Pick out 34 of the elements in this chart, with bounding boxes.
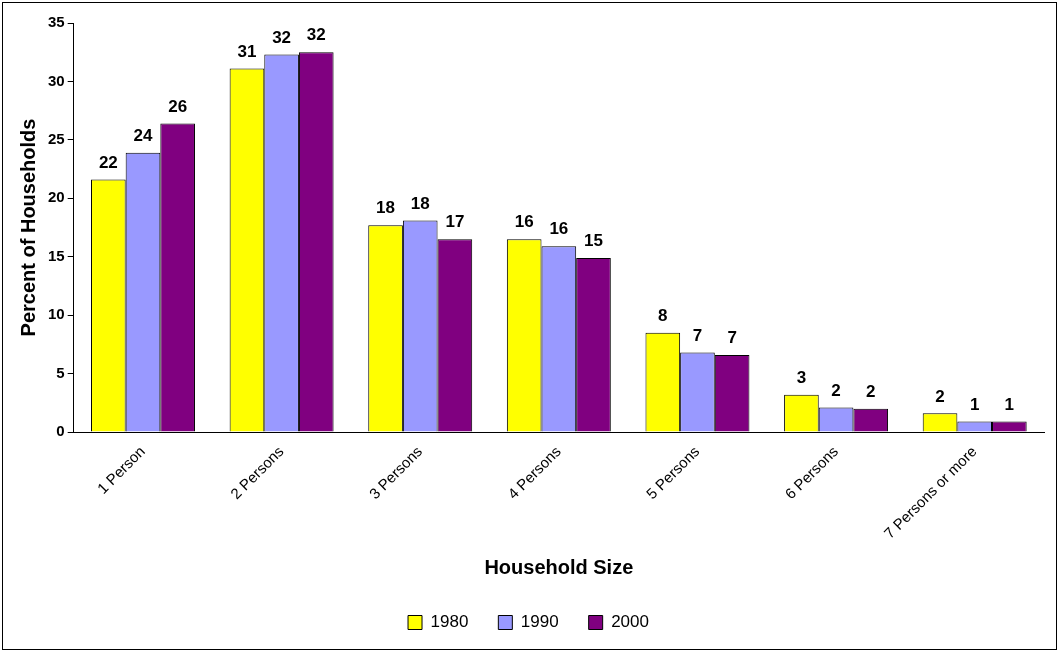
- y-tick-label: 25: [48, 130, 65, 148]
- data-label: 16: [549, 219, 569, 239]
- y-tick-label: 30: [48, 71, 65, 89]
- data-label: 7: [692, 325, 703, 345]
- data-label: 3: [796, 367, 807, 387]
- data-label: 2: [831, 380, 841, 400]
- data-label: 32: [306, 25, 326, 45]
- data-label: 2: [865, 381, 876, 401]
- data-label: 18: [376, 198, 396, 218]
- y-tick-label: 10: [48, 305, 65, 323]
- y-tick-label: 0: [56, 422, 65, 440]
- data-label: 1: [969, 394, 980, 414]
- y-axis-title: Percent of Households: [16, 118, 39, 337]
- data-label: 1: [1004, 394, 1015, 414]
- data-label: 7: [727, 328, 737, 348]
- data-label: 18: [410, 193, 430, 213]
- data-label: 26: [168, 96, 188, 116]
- y-tick-label: 5: [56, 363, 65, 381]
- data-label: 17: [445, 212, 465, 232]
- legend-label: 1980: [430, 612, 469, 632]
- legend-label: 2000: [611, 612, 649, 632]
- data-label: 15: [584, 231, 603, 251]
- data-label: 24: [133, 125, 153, 145]
- x-axis-title: Household Size: [484, 555, 634, 578]
- data-label: 31: [237, 41, 257, 61]
- legend-label: 1990: [520, 612, 559, 632]
- data-label: 8: [658, 305, 668, 325]
- y-tick-label: 15: [48, 246, 65, 264]
- y-tick-label: 35: [48, 13, 65, 31]
- data-label: 32: [272, 27, 292, 47]
- data-label: 2: [935, 386, 945, 406]
- y-tick-label: 20: [48, 188, 65, 206]
- data-label: 16: [514, 212, 534, 232]
- data-label: 22: [98, 152, 118, 172]
